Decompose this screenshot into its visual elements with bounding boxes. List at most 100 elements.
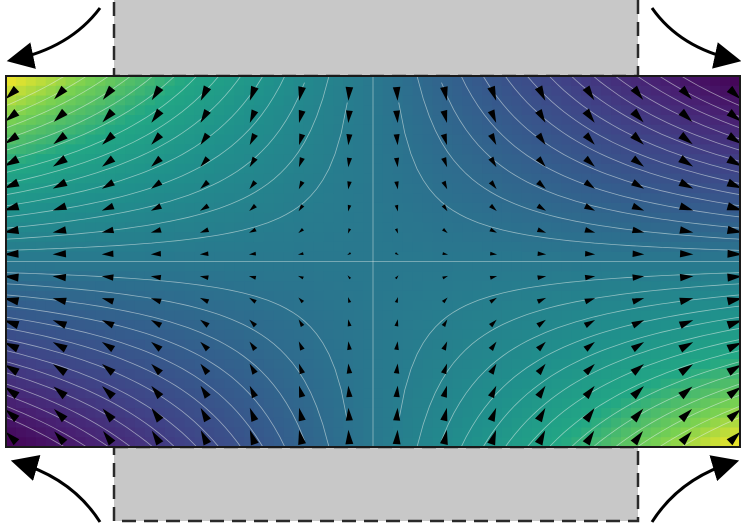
contour-line: [570, 76, 740, 162]
contour-line: [680, 416, 740, 447]
velocity-arrow: [726, 409, 740, 423]
velocity-arrow: [488, 385, 497, 399]
velocity-arrow: [441, 297, 448, 304]
velocity-arrow: [487, 109, 497, 123]
contour-line: [6, 76, 110, 129]
velocity-arrow: [248, 251, 256, 256]
contour-line: [6, 305, 286, 447]
velocity-arrow: [536, 341, 546, 352]
contour-line: [482, 316, 740, 447]
velocity-arrow: [6, 432, 20, 446]
velocity-arrow: [442, 252, 449, 255]
velocity-arrow: [394, 252, 399, 256]
velocity-arrow: [726, 132, 740, 144]
velocity-arrow: [489, 275, 498, 280]
velocity-arrow: [726, 297, 740, 306]
velocity-arrow: [630, 364, 644, 376]
velocity-arrow: [53, 364, 68, 376]
velocity-arrow: [298, 157, 305, 168]
velocity-arrow: [489, 297, 497, 304]
velocity-arrow: [441, 319, 448, 327]
contour-line: [636, 76, 740, 129]
velocity-arrow: [678, 108, 693, 122]
velocity-arrow: [249, 385, 258, 399]
velocity-arrow: [727, 273, 740, 282]
velocity-arrow: [249, 156, 258, 168]
velocity-arrow: [298, 363, 305, 375]
velocity-arrow: [199, 275, 209, 280]
velocity-arrow: [490, 251, 498, 256]
contour-line: [460, 305, 740, 447]
contour-line: [6, 283, 330, 447]
velocity-arrow: [52, 202, 67, 211]
velocity-arrow: [200, 363, 211, 376]
contour-line: [592, 372, 740, 447]
velocity-arrow: [6, 202, 20, 211]
velocity-arrow: [6, 109, 20, 122]
velocity-arrow: [726, 178, 740, 189]
contour-line: [614, 383, 740, 447]
velocity-arrow: [249, 297, 257, 304]
velocity-arrow: [487, 85, 497, 101]
velocity-arrow: [101, 320, 115, 329]
velocity-arrow: [631, 179, 645, 189]
velocity-arrow: [393, 134, 400, 146]
velocity-arrow: [535, 363, 546, 376]
velocity-arrow: [101, 202, 115, 211]
velocity-arrow: [346, 363, 353, 374]
velocity-arrows: [6, 85, 740, 446]
velocity-arrow: [346, 157, 352, 168]
contour-line: [6, 76, 154, 151]
potential-heatmap: [6, 76, 740, 447]
velocity-arrow: [150, 250, 161, 257]
velocity-arrow: [347, 319, 352, 327]
velocity-arrow: [52, 273, 67, 282]
velocity-arrow: [6, 225, 20, 234]
velocity-arrow: [678, 408, 693, 423]
contour-line: [6, 76, 264, 207]
velocity-arrow: [535, 109, 546, 123]
velocity-arrow: [394, 297, 398, 303]
velocity-arrow: [632, 250, 645, 257]
velocity-arrow: [488, 180, 497, 190]
contour-line: [416, 76, 740, 240]
velocity-arrow: [53, 108, 68, 122]
velocity-arrow: [249, 341, 258, 351]
velocity-arrow: [678, 178, 694, 189]
velocity-arrow: [487, 407, 497, 422]
velocity-arrow: [298, 275, 304, 280]
contour-line: [398, 102, 740, 251]
velocity-arrow: [583, 179, 595, 189]
contour-line: [658, 405, 740, 447]
velocity-arrow: [394, 228, 399, 234]
velocity-arrow: [679, 297, 694, 305]
velocity-arrow: [489, 319, 497, 328]
velocity-arrow: [298, 341, 305, 351]
velocity-arrow: [488, 133, 497, 145]
velocity-arrow: [584, 227, 596, 233]
velocity-arrow: [537, 251, 547, 256]
contour-line: [592, 76, 740, 151]
velocity-arrow: [536, 227, 547, 233]
contour-line: [6, 405, 88, 447]
velocity-arrow: [536, 297, 547, 304]
velocity-arrow: [200, 341, 210, 352]
velocity-arrow: [393, 110, 400, 123]
velocity-arrow: [200, 319, 210, 328]
velocity-arrow: [6, 85, 20, 99]
velocity-arrow: [631, 202, 645, 211]
velocity-arrow: [489, 227, 497, 233]
velocity-arrow: [298, 429, 306, 445]
velocity-arrow: [630, 431, 643, 446]
contour-line: [398, 272, 740, 421]
velocity-arrow: [150, 298, 162, 305]
velocity-arrow: [101, 298, 115, 305]
contour-line: [548, 350, 740, 447]
contour-line: [6, 316, 264, 447]
velocity-arrow: [249, 180, 258, 190]
velocity-arrow: [298, 319, 305, 327]
velocity-arrow: [630, 131, 644, 145]
contour-line: [6, 76, 330, 240]
velocity-arrow: [345, 86, 354, 101]
